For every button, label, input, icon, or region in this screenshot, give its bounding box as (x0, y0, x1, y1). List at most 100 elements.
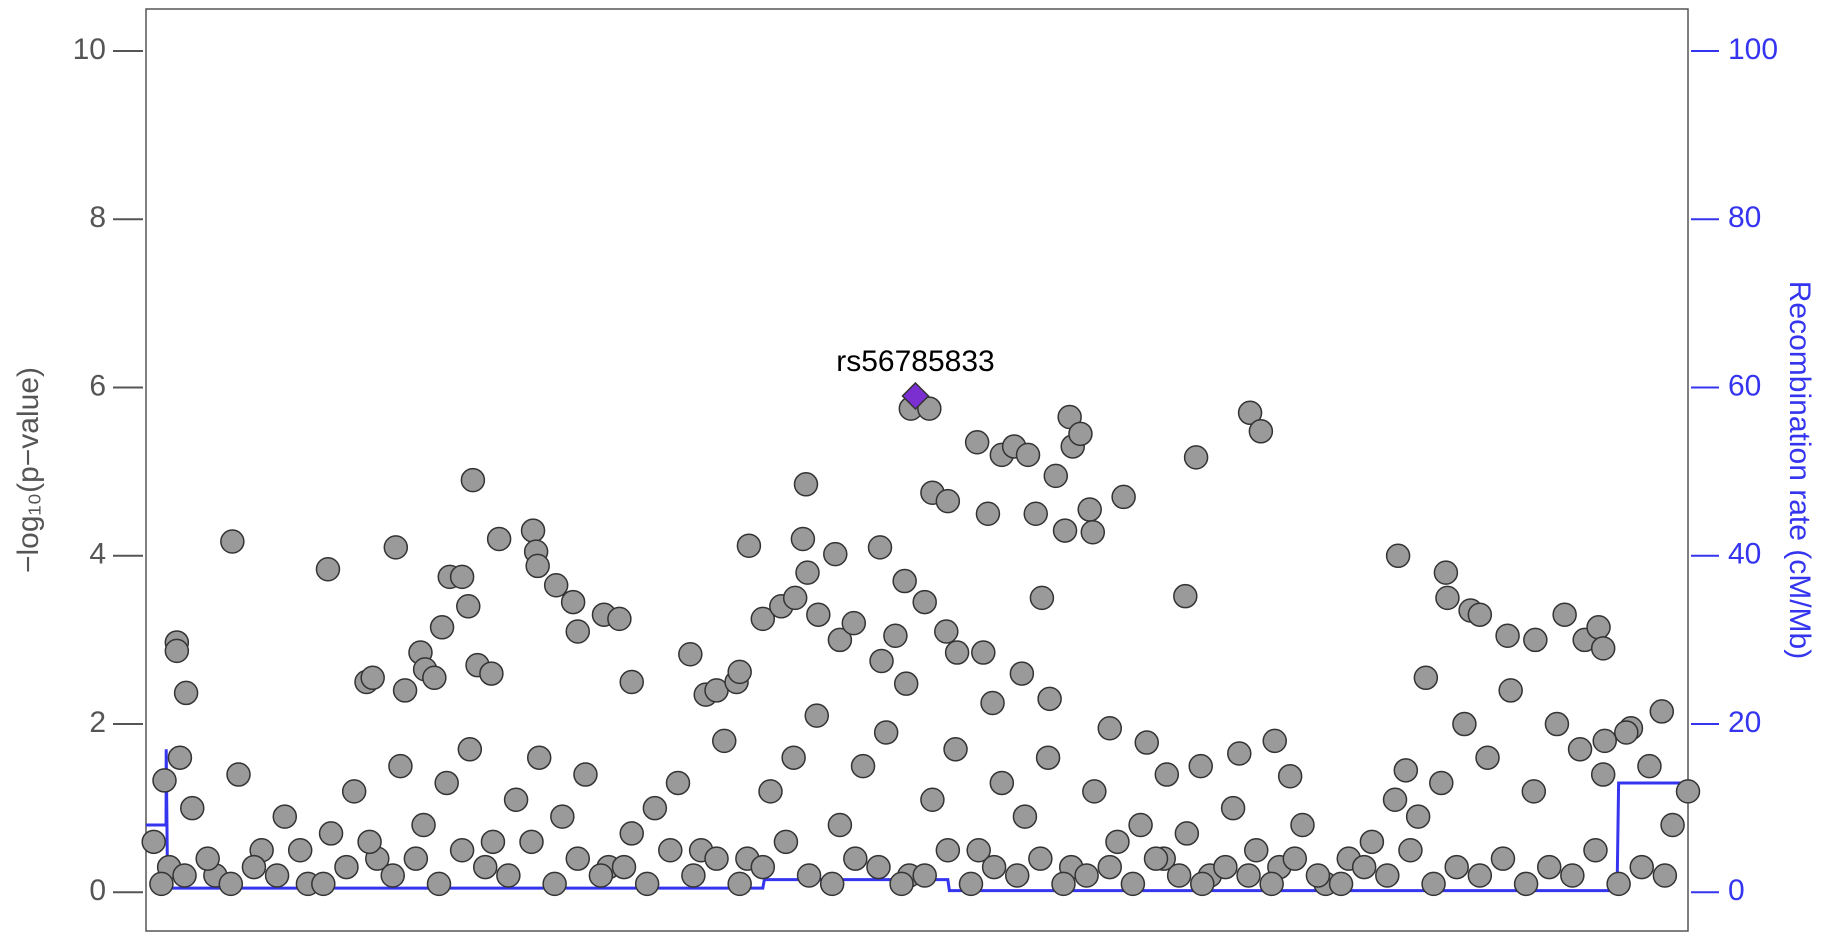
snp-point (981, 854, 1007, 880)
snp-point (823, 541, 848, 567)
snp-point (1586, 615, 1611, 640)
snp-point (403, 846, 429, 871)
snp-point (1248, 419, 1274, 444)
snp-point (449, 564, 475, 590)
snp-point (1120, 871, 1146, 897)
snp-point (1213, 854, 1238, 880)
snp-point (1592, 728, 1617, 754)
snp-point (520, 518, 546, 543)
y2-tick-label: 20 (1728, 706, 1761, 739)
snp-point (241, 854, 267, 880)
snp-point (796, 863, 822, 888)
y2-tick-label: 40 (1728, 538, 1761, 571)
snp-point (1068, 421, 1093, 447)
snp-point (850, 753, 876, 779)
snp-point (565, 846, 591, 871)
snp-point (943, 737, 968, 762)
y-tick-label: 4 (89, 538, 106, 571)
snp-point (1475, 745, 1500, 770)
snp-point (1128, 812, 1153, 838)
snp-point (1375, 863, 1400, 888)
snp-point (819, 871, 845, 897)
snp-point (1174, 821, 1200, 846)
snp-point (790, 526, 816, 552)
snp-point (456, 594, 481, 619)
y2-tick-label: 80 (1728, 201, 1761, 234)
snp-point (1351, 854, 1377, 880)
snp-point (1452, 711, 1477, 737)
snp-point (1433, 560, 1459, 585)
snp-point (1444, 854, 1469, 880)
snp-point (573, 762, 598, 787)
lead-snp-label: rs56785833 (836, 345, 994, 378)
snp-point (843, 846, 868, 871)
snp-point (1277, 763, 1303, 789)
snp-point (1190, 871, 1215, 897)
snp-point (971, 640, 996, 665)
snp-point (795, 560, 820, 585)
snp-point (704, 846, 729, 871)
snp-point (422, 665, 447, 691)
snp-point (980, 690, 1005, 716)
snp-point (542, 871, 567, 897)
snp-point (867, 535, 893, 560)
snp-point (1614, 720, 1639, 745)
snp-point (607, 606, 632, 632)
snp-point (1173, 583, 1198, 609)
snp-point (934, 619, 959, 644)
snp-point (935, 837, 961, 863)
snp-point (1015, 442, 1041, 468)
snp-point (543, 573, 569, 598)
snp-point (426, 871, 452, 897)
snp-point (195, 846, 220, 871)
snp-point (1166, 863, 1192, 888)
snp-point (727, 871, 752, 897)
snp-point (457, 737, 483, 762)
snp-point (496, 863, 521, 888)
snp-point (1077, 497, 1102, 522)
snp-point (1028, 846, 1053, 871)
snp-point (526, 745, 552, 770)
snp-point (220, 529, 245, 554)
y2-axis-label: Recombination rate (cM/Mb) (1783, 281, 1816, 659)
snp-point (1382, 787, 1408, 813)
snp-point (889, 871, 914, 897)
snp-point (1134, 730, 1160, 755)
y-tick-label: 6 (89, 369, 106, 402)
snp-point (360, 665, 385, 691)
snp-point (1051, 871, 1076, 897)
snp-point (1660, 812, 1685, 838)
snp-point (1227, 741, 1252, 766)
snp-point (1052, 518, 1078, 543)
snp-point (727, 659, 752, 685)
snp-point (869, 648, 894, 674)
snp-point (1237, 400, 1263, 426)
y-tick-label: 2 (89, 706, 106, 739)
snp-point (681, 863, 706, 888)
snp-point (1097, 854, 1122, 880)
snp-point (912, 589, 937, 615)
y2-tick-label: 100 (1728, 33, 1778, 66)
snp-point (1105, 829, 1130, 855)
snp-point (1467, 863, 1493, 888)
snp-point (1467, 602, 1493, 627)
snp-point (1282, 846, 1308, 871)
snp-point (958, 871, 984, 897)
snp-point (152, 768, 177, 793)
snp-point (173, 680, 199, 706)
snp-point (806, 602, 831, 627)
snp-point (460, 467, 486, 493)
snp-point (1004, 863, 1030, 888)
snp-point (975, 501, 1001, 526)
snp-point (411, 812, 436, 838)
snp-point (1243, 837, 1269, 863)
snp-point (1513, 871, 1539, 897)
snp-point (1220, 795, 1246, 821)
snp-point (1082, 779, 1107, 804)
snp-point (180, 795, 205, 821)
snp-point (782, 585, 808, 611)
snp-point (1188, 753, 1213, 779)
snp-point (1629, 854, 1654, 880)
snp-point (634, 871, 660, 897)
